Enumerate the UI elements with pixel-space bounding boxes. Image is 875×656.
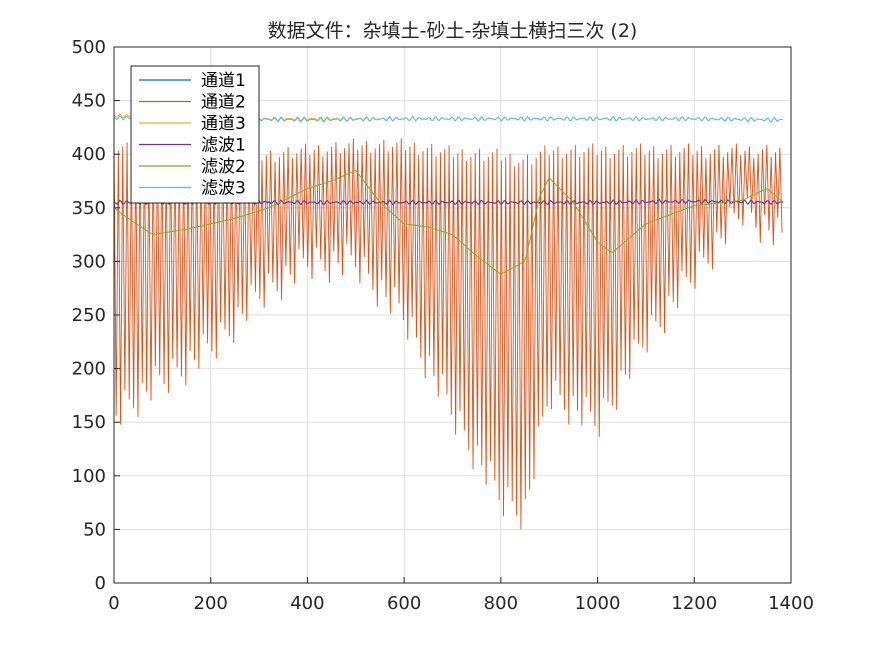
y-tick-label: 500 (72, 37, 106, 58)
y-tick-label: 450 (72, 91, 106, 112)
legend-label-6[interactable]: 滤波3 (201, 179, 246, 199)
legend-label-1[interactable]: 通道1 (201, 71, 246, 91)
y-tick-label: 150 (72, 412, 106, 433)
x-tick-label: 1400 (768, 593, 814, 614)
x-tick-label: 600 (387, 593, 421, 614)
y-tick-label: 50 (83, 519, 106, 540)
y-tick-label: 100 (72, 466, 106, 487)
x-tick-label: 1000 (575, 593, 621, 614)
y-tick-label: 350 (72, 198, 106, 219)
chart-title: 数据文件：杂填土-砂土-杂填土横扫三次 (2) (268, 20, 638, 42)
legend-label-2[interactable]: 通道2 (201, 93, 246, 113)
series-line-2 (113, 138, 783, 530)
x-tick-label: 1200 (671, 593, 717, 614)
y-tick-label: 400 (72, 144, 106, 165)
x-tick-label: 800 (484, 593, 518, 614)
y-tick-label: 300 (72, 251, 106, 272)
ticks: 0 200 400 600 800 1000 1200 1400 0 50 100 150 200 250… (72, 37, 814, 614)
x-tick-label: 0 (108, 593, 119, 614)
legend-label-4[interactable]: 滤波1 (201, 136, 246, 156)
series-line-5 (113, 169, 784, 275)
legend-label-3[interactable]: 通道3 (201, 114, 246, 134)
legend-box (130, 65, 260, 204)
x-tick-label: 200 (194, 593, 228, 614)
x-tick-label: 400 (290, 593, 324, 614)
y-tick-label: 0 (95, 573, 106, 594)
legend-label-5[interactable]: 滤波2 (201, 157, 246, 177)
y-tick-label: 250 (72, 305, 106, 326)
y-tick-label: 200 (72, 359, 106, 380)
